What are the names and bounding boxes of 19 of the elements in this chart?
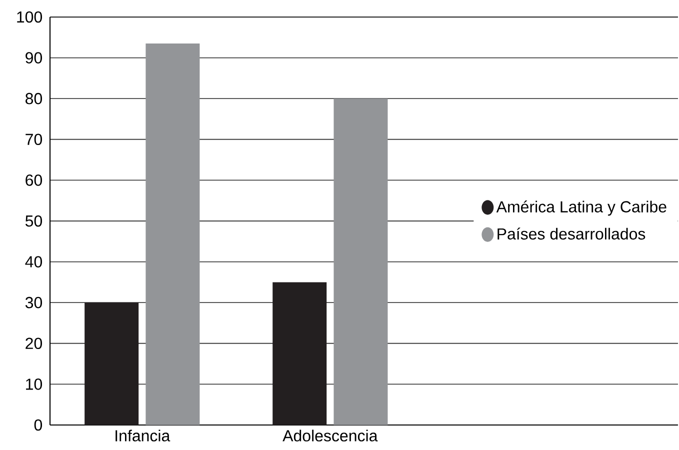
bar [146,44,200,425]
bar [272,282,327,425]
y-tick-label: 20 [26,338,42,350]
x-tick-label: Adolescencia [282,430,378,442]
y-tick-label: 0 [34,419,42,431]
y-tick-label: 90 [26,52,42,64]
y-tick-label: 30 [25,296,42,308]
y-tick-label: 100 [17,11,42,23]
y-tick-label: 80 [26,92,42,104]
y-tick-label: 60 [26,174,42,186]
y-tick-label: 10 [26,378,42,390]
legend-label: América Latina y Caribe [496,200,666,216]
bar [84,302,139,425]
legend-label: Países desarrollados [498,228,646,240]
bar [334,98,388,425]
x-tick-label: Infancia [116,430,170,442]
y-tick-label: 50 [25,215,42,227]
y-tick-label: 70 [26,134,42,146]
y-tick-label: 40 [25,256,42,268]
